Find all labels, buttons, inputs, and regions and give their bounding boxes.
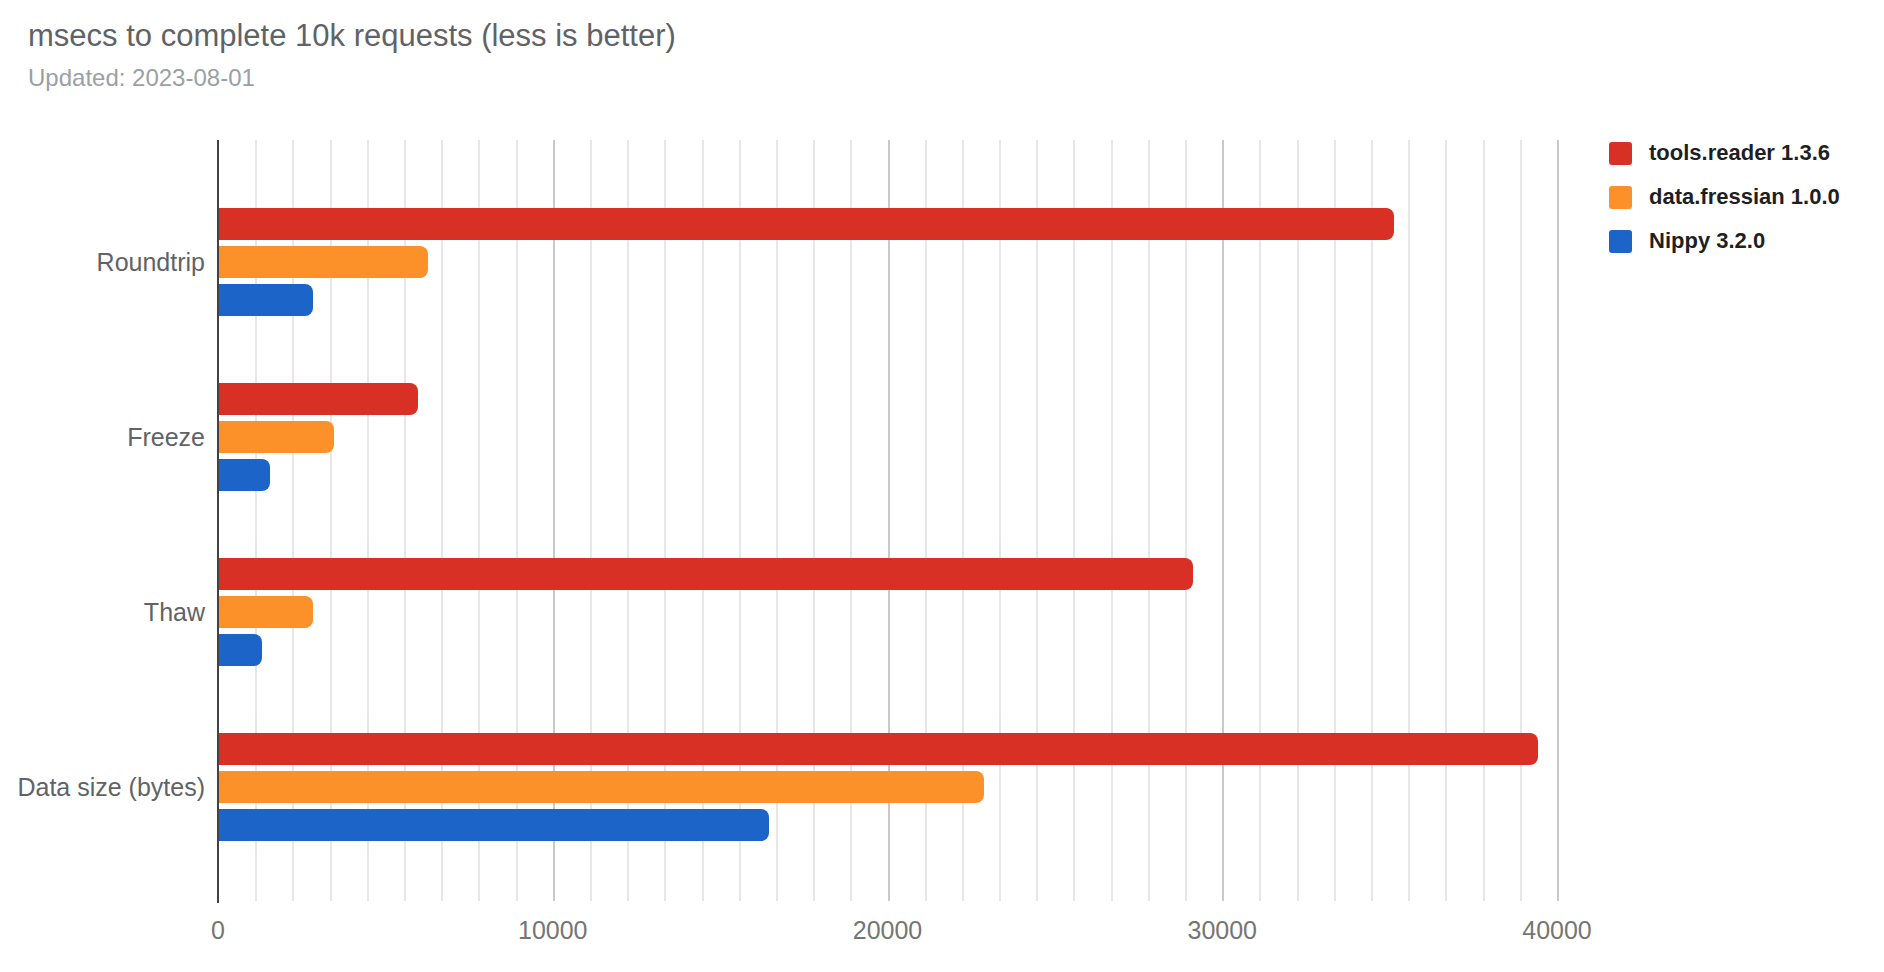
category-label: Roundtrip (0, 247, 205, 277)
value-tick-label: 10000 (518, 916, 588, 945)
bar-group-thaw (219, 558, 1558, 666)
legend-item: tools.reader 1.3.6 (1609, 141, 1840, 165)
legend-swatch (1609, 230, 1632, 253)
plot-area (217, 140, 1558, 903)
bar (219, 459, 270, 491)
value-tick-label: 40000 (1522, 916, 1592, 945)
bar (219, 246, 428, 278)
bar (219, 809, 769, 841)
bar (219, 284, 313, 316)
bar (219, 771, 984, 803)
category-label: Thaw (0, 597, 205, 627)
bar (219, 596, 313, 628)
bar (219, 383, 418, 415)
bar (219, 558, 1193, 590)
value-tick-label: 0 (211, 916, 225, 945)
bar-group-roundtrip (219, 208, 1558, 316)
legend-label: tools.reader 1.3.6 (1649, 140, 1830, 166)
bar (219, 421, 334, 453)
chart-title: msecs to complete 10k requests (less is … (28, 18, 676, 54)
legend-item: Nippy 3.2.0 (1609, 229, 1840, 253)
legend-swatch (1609, 142, 1632, 165)
value-tick-label: 30000 (1187, 916, 1257, 945)
legend-label: data.fressian 1.0.0 (1649, 184, 1840, 210)
bar-chart: msecs to complete 10k requests (less is … (0, 0, 1884, 972)
legend: tools.reader 1.3.6 data.fressian 1.0.0 Nip… (1609, 141, 1840, 273)
bar-group-freeze (219, 383, 1558, 491)
bar-group-data-size-bytes (219, 733, 1558, 841)
category-label: Freeze (0, 422, 205, 452)
legend-label: Nippy 3.2.0 (1649, 228, 1765, 254)
value-tick-label: 20000 (853, 916, 923, 945)
category-label: Data size (bytes) (0, 772, 205, 802)
bar (219, 208, 1394, 240)
legend-swatch (1609, 186, 1632, 209)
bar (219, 634, 262, 666)
bar (219, 733, 1538, 765)
legend-item: data.fressian 1.0.0 (1609, 185, 1840, 209)
chart-subtitle: Updated: 2023-08-01 (28, 64, 255, 92)
